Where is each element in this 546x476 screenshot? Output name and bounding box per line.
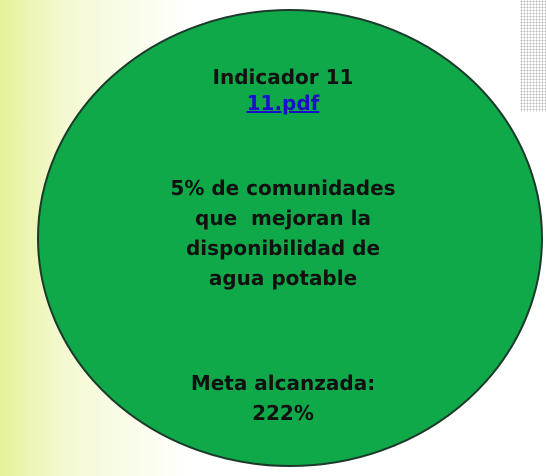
description-line: que mejoran la [195,206,371,230]
description-line: agua potable [208,266,358,290]
description-line: disponibilidad de [185,236,381,260]
title: Indicador 11 [212,65,354,89]
link-row: 11.pdf [0,88,546,118]
dot-pattern [520,0,546,112]
result-value: 222% [252,401,314,425]
result-label: Meta alcanzada: [190,371,376,395]
description-line: 5% de comunidades [170,176,396,200]
green-ellipse [37,9,543,467]
pdf-link[interactable]: 11.pdf [246,91,320,115]
